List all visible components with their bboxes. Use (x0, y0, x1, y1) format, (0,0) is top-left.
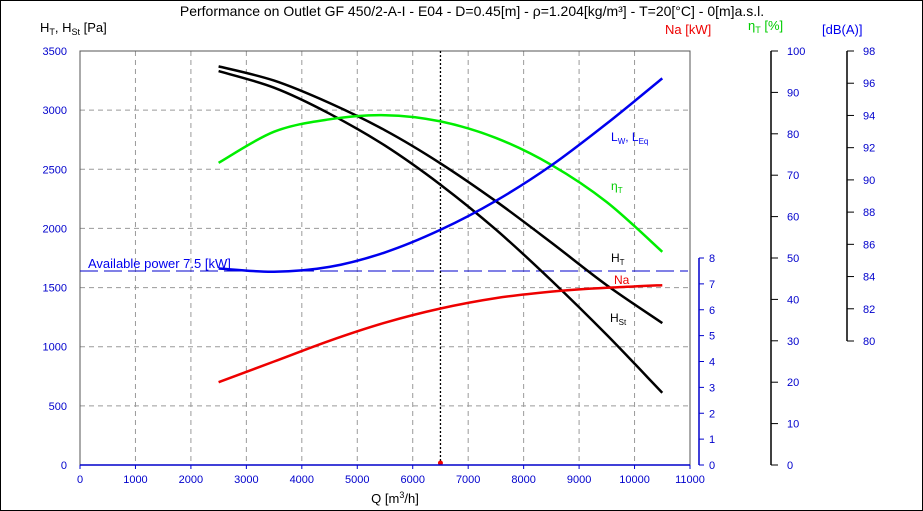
series-HSt-line (218, 69, 664, 394)
series-Na-line (218, 283, 663, 384)
eff-tick-label: 30 (787, 336, 799, 348)
eff-tick-label: 40 (787, 294, 799, 306)
sound-tick-label: 94 (863, 110, 875, 122)
series-HT-label: HT (611, 251, 625, 267)
series-eta-label: ηT (611, 179, 623, 195)
eff-tick-label: 90 (787, 87, 799, 99)
available-power-label: Available power 7.5 [kW] (88, 256, 231, 271)
x-tick-label: 10000 (619, 474, 650, 486)
eff-tick-label: 60 (787, 212, 799, 224)
sound-tick-label: 98 (863, 46, 875, 58)
x-tick-label: 0 (77, 474, 83, 486)
y-tick-label: 1000 (43, 342, 67, 354)
series-L-label: LW, LEq (611, 130, 648, 146)
sound-tick-label: 88 (863, 207, 875, 219)
series-HSt-label: HSt (610, 311, 627, 327)
axes: 0 1000 2000 3000 4000 5000 6000 7000 8000 9000 100… (43, 46, 876, 486)
sound-tick-label: 96 (863, 78, 875, 90)
y-tick-label: 1500 (43, 283, 67, 295)
y-tick-label: 3500 (43, 46, 67, 58)
series-layer: HT HSt ηT Na LW, LEq (80, 51, 688, 466)
series-Na-label: Na (614, 273, 630, 287)
y-tick-label: 500 (49, 401, 67, 413)
eff-tick-label: 70 (787, 170, 799, 182)
eff-tick-label: 10 (787, 419, 799, 431)
eff-tick-label: 80 (787, 129, 799, 141)
eff-tick-label: 100 (787, 46, 805, 58)
power-tick-label: 1 (709, 434, 715, 446)
x-tick-label: 7000 (456, 474, 480, 486)
x-tick-label: 5000 (345, 474, 369, 486)
power-tick-label: 5 (709, 331, 715, 343)
x-tick-label: 6000 (400, 474, 424, 486)
series-HT-line (218, 65, 664, 325)
sound-tick-label: 80 (863, 336, 875, 348)
x-tick-label: 9000 (567, 474, 591, 486)
sound-tick-label: 90 (863, 175, 875, 187)
y-tick-label: 3000 (43, 105, 67, 117)
sound-tick-label: 82 (863, 304, 875, 316)
y-tick-label: 2000 (43, 223, 67, 235)
power-tick-label: 7 (709, 279, 715, 291)
eff-axis-header: ηT [%] (748, 18, 783, 35)
eff-tick-label: 50 (787, 253, 799, 265)
power-tick-label: 2 (709, 408, 715, 420)
y-axis-label: HT, HSt [Pa] (40, 20, 107, 37)
x-axis-label: Q [m3/h] (371, 490, 419, 506)
power-tick-label: 8 (709, 253, 715, 265)
power-tick-label: 0 (709, 460, 715, 472)
power-axis-header: Na [kW] (665, 22, 711, 37)
chart-title: Performance on Outlet GF 450/2-A-I - E04… (180, 3, 764, 19)
power-tick-label: 3 (709, 382, 715, 394)
x-tick-label: 8000 (511, 474, 535, 486)
x-tick-label: 2000 (179, 474, 203, 486)
sound-axis-header: [dB(A)] (822, 22, 862, 37)
series-eta-line (217, 113, 664, 253)
x-tick-label: 4000 (290, 474, 314, 486)
sound-tick-label: 86 (863, 239, 875, 251)
power-tick-label: 4 (709, 357, 715, 369)
x-tick-label: 11000 (675, 474, 705, 486)
series-L-line (218, 77, 664, 273)
x-tick-label: 1000 (123, 474, 147, 486)
grid (80, 51, 690, 465)
eff-tick-label: 20 (787, 377, 799, 389)
eff-tick-label: 0 (787, 460, 793, 472)
sound-tick-label: 92 (863, 143, 875, 155)
y-tick-label: 2500 (43, 164, 67, 176)
sound-tick-label: 84 (863, 272, 875, 284)
y-tick-label: 0 (61, 460, 67, 472)
power-tick-label: 6 (709, 305, 715, 317)
x-tick-label: 3000 (234, 474, 258, 486)
